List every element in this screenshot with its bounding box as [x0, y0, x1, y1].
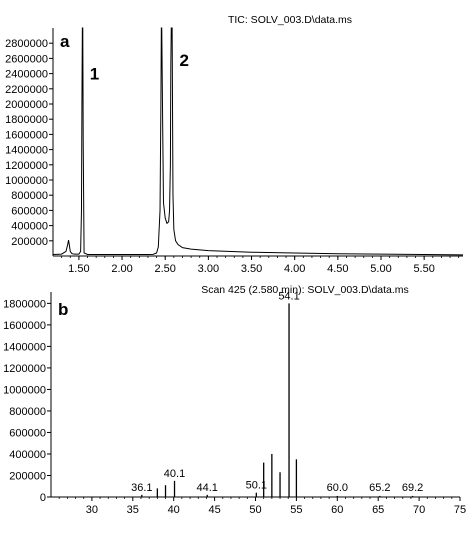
tic-y-tick-label: 2000000 [5, 99, 48, 111]
tic-y-tick-label: 2800000 [5, 38, 48, 50]
spectrum-x-tick-label: 50 [249, 504, 261, 516]
tic-y-tick-label: 1800000 [5, 114, 48, 126]
tic-axes [52, 28, 463, 257]
spectrum-y-tick-label: 1200000 [3, 363, 46, 375]
mass-spectrum-title: Scan 425 (2.580 min): SOLV_003.D\data.ms [201, 284, 409, 296]
spectrum-x-tick-label: 65 [372, 504, 384, 516]
spectrum-x-tick-label: 35 [127, 504, 139, 516]
tic-x-tick-label: 3.00 [198, 263, 219, 275]
spectrum-y-tick-label: 1800000 [3, 298, 46, 310]
panel-label-a: a [60, 32, 70, 51]
tic-y-tick-label: 2600000 [5, 53, 48, 65]
spectrum-y-tick-label: 1400000 [3, 341, 46, 353]
tic-y-tick-label: 1000000 [5, 175, 48, 187]
mz-peak-label: 69.2 [402, 482, 423, 494]
tic-x-tick-label: 5.50 [413, 263, 434, 275]
spectrum-y-tick-label: 800000 [9, 406, 46, 418]
spectrum-x-tick-label: 45 [208, 504, 220, 516]
spectrum-x-tick-label: 75 [454, 504, 466, 516]
tic-y-tick-label: 1400000 [5, 145, 48, 157]
mz-peak-label: 44.1 [197, 482, 218, 494]
mz-peak-label: 54.1 [278, 290, 299, 302]
mz-peak-label: 60.0 [327, 482, 348, 494]
tic-peak-labels: 12 [90, 51, 189, 84]
spectrum-y-tick-label: 200000 [9, 470, 46, 482]
tic-x-tick-label: 2.00 [111, 263, 132, 275]
tic-y-tick-label: 800000 [11, 190, 48, 202]
tic-x-tick-label: 1.50 [68, 263, 89, 275]
peak-number-label: 1 [90, 65, 99, 84]
tic-chart-title: TIC: SOLV_003.D\data.ms [228, 14, 352, 26]
mz-peak-label: 36.1 [131, 482, 152, 494]
tic-x-tick-label: 4.50 [327, 263, 348, 275]
spectrum-x-tick-label: 60 [331, 504, 343, 516]
tic-x-tick-label: 5.00 [370, 263, 391, 275]
mz-peak-label: 65.2 [369, 482, 390, 494]
spectrum-x-tick-label: 30 [86, 504, 98, 516]
mz-peak-label: 40.1 [164, 468, 185, 480]
spectrum-x-tick-label: 55 [290, 504, 302, 516]
peak-number-label: 2 [179, 51, 188, 70]
tic-y-tick-label: 200000 [11, 236, 48, 248]
tic-y-tick-label: 1600000 [5, 129, 48, 141]
spectrum-y-tick-label: 1000000 [3, 384, 46, 396]
tic-y-tick-label: 400000 [11, 221, 48, 233]
tic-chromatogram-panel: TIC: SOLV_003.D\data.ms a 200000 400000 60… [5, 14, 464, 275]
tic-tick-labels: 2000004000006000008000001000000120000014… [5, 38, 460, 275]
tic-x-tick-label: 4.00 [284, 263, 305, 275]
spectrum-axes [50, 292, 460, 498]
spectrum-peak-labels: 36.1 40.1 44.1 50.1 54.1 60.0 65.2 69.2 [131, 290, 423, 494]
spectrum-y-tick-label: 400000 [9, 449, 46, 461]
spectrum-x-tick-label: 40 [168, 504, 180, 516]
spectrum-y-tick-label: 0 [40, 492, 46, 504]
tic-y-tick-label: 2400000 [5, 69, 48, 81]
spectrum-plot-area [141, 303, 414, 497]
spectrum-x-tick-label: 70 [413, 504, 425, 516]
tic-y-tick-label: 2200000 [5, 84, 48, 96]
tic-plot-area [52, 27, 464, 256]
tic-y-tick-label: 1200000 [5, 160, 48, 172]
tic-x-tick-label: 3.50 [241, 263, 262, 275]
spectrum-y-tick-label: 600000 [9, 427, 46, 439]
mass-spectrum-panel: Scan 425 (2.580 min): SOLV_003.D\data.ms… [3, 284, 466, 516]
tic-y-tick-label: 600000 [11, 205, 48, 217]
spectrum-tick-labels: 0 200000 400000 600000 800000 1000000 1200000 1… [3, 298, 466, 516]
tic-x-tick-label: 2.50 [154, 263, 175, 275]
spectrum-y-tick-label: 1600000 [3, 320, 46, 332]
panel-label-b: b [58, 300, 68, 319]
mz-peak-label: 50.1 [246, 480, 267, 492]
tic-trace [52, 27, 464, 256]
